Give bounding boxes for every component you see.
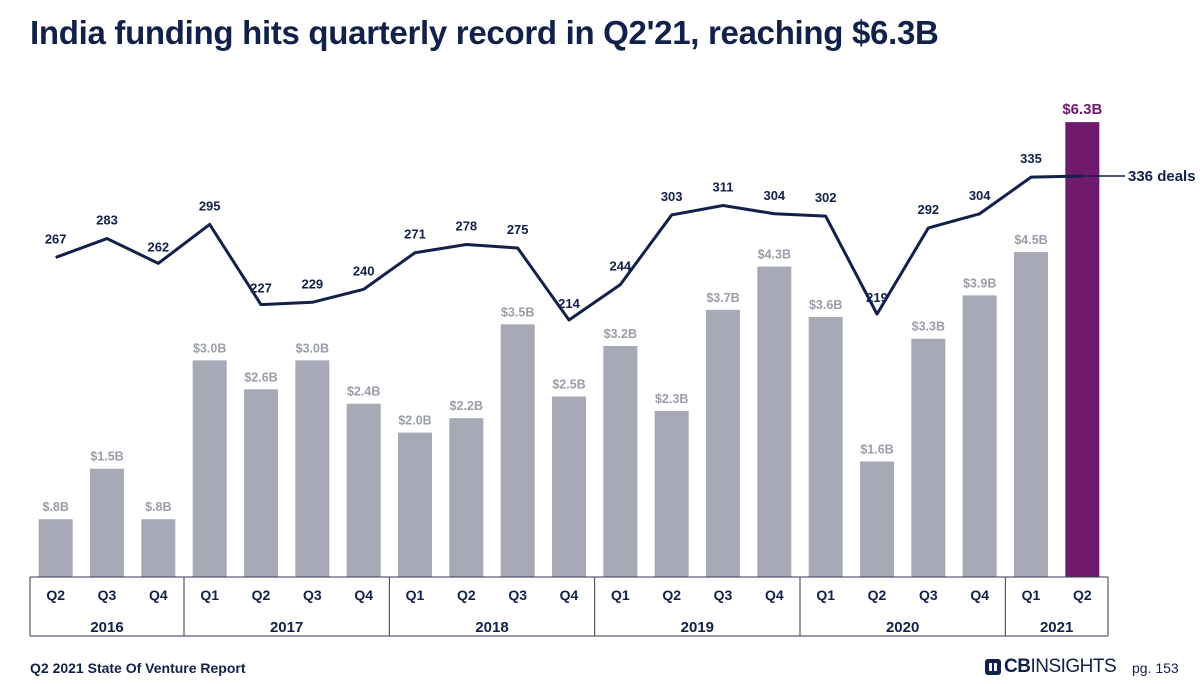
bar-value-label: $1.6B	[860, 442, 893, 456]
quarter-tick-label: Q2	[1073, 587, 1092, 603]
bar-value-label: $3.5B	[501, 305, 534, 319]
report-name: Q2 2021 State Of Venture Report	[30, 660, 246, 676]
bar	[603, 345, 638, 577]
bar-value-label: $4.5B	[1014, 233, 1047, 247]
bar	[192, 360, 227, 577]
deals-value-label: 267	[45, 231, 67, 246]
bar	[449, 418, 484, 577]
deals-value-label: 214	[558, 296, 580, 311]
bar-value-label: $2.5B	[552, 378, 585, 392]
quarter-tick-label: Q4	[970, 587, 989, 603]
deals-value-label: 229	[301, 276, 323, 291]
quarter-tick-label: Q4	[560, 587, 579, 603]
deals-value-label: 275	[507, 222, 529, 237]
bar-value-label: $3.9B	[963, 276, 996, 290]
bar	[962, 295, 997, 577]
bar	[706, 309, 740, 577]
quarter-tick-label: Q4	[354, 587, 373, 603]
year-label: 2016	[90, 619, 123, 636]
bar-value-label: $3.2B	[604, 327, 637, 341]
bar-value-label: $2.4B	[347, 385, 380, 399]
bar	[654, 410, 689, 577]
bar	[911, 338, 946, 577]
bar-value-label: $2.3B	[655, 392, 688, 406]
deals-value-label: 227	[250, 281, 272, 296]
bar-value-label: $.8B	[42, 500, 68, 514]
quarter-tick-label: Q3	[98, 587, 117, 603]
deals-value-label: 295	[199, 198, 221, 213]
deals-value-label: 271	[404, 227, 426, 242]
bar-value-label: $3.0B	[193, 341, 226, 355]
year-label: 2020	[886, 619, 919, 636]
cbinsights-logo-icon	[985, 659, 1001, 675]
quarter-tick-label: Q3	[714, 587, 733, 603]
chart-title: India funding hits quarterly record in Q…	[30, 14, 939, 51]
bar	[808, 317, 843, 577]
deals-value-label: 219	[866, 290, 888, 305]
quarter-tick-label: Q3	[303, 587, 322, 603]
bar	[141, 519, 176, 577]
bar	[500, 324, 535, 577]
quarter-tick-label: Q2	[868, 587, 887, 603]
deals-value-label: 335	[1020, 151, 1042, 166]
quarter-tick-label: Q1	[406, 587, 425, 603]
bar	[90, 468, 124, 577]
year-label: 2017	[270, 619, 303, 636]
quarter-tick-label: Q1	[611, 587, 630, 603]
deals-value-label: 311	[713, 180, 734, 195]
quarter-tick-label: Q2	[252, 587, 271, 603]
bar	[346, 403, 381, 577]
quarter-tick-label: Q1	[816, 587, 835, 603]
deals-value-label: 244	[609, 259, 631, 274]
quarter-tick-label: Q1	[200, 587, 219, 603]
bar-value-label: $3.0B	[296, 341, 329, 355]
bar-value-label: $6.3B	[1062, 101, 1102, 118]
cbinsights-logo: CBINSIGHTS	[985, 656, 1117, 678]
deals-value-label: 262	[147, 239, 169, 254]
deals-value-label: 292	[917, 202, 939, 217]
quarter-tick-label: Q3	[508, 587, 527, 603]
bar	[1065, 122, 1100, 577]
bar	[244, 389, 278, 577]
bar-value-label: $2.6B	[244, 370, 277, 384]
deals-value-label: 304	[763, 188, 785, 203]
year-label: 2019	[681, 619, 714, 636]
quarter-tick-label: Q2	[457, 587, 476, 603]
bar	[1014, 252, 1048, 577]
quarter-tick-label: Q1	[1022, 587, 1041, 603]
bar	[295, 360, 330, 577]
quarter-tick-label: Q3	[919, 587, 938, 603]
deals-value-label: 278	[455, 218, 477, 233]
bar	[860, 461, 894, 577]
bar-value-label: $3.7B	[706, 291, 739, 305]
deals-value-label: 304	[969, 188, 991, 203]
bar	[757, 266, 792, 577]
bar-value-label: $3.3B	[912, 320, 945, 334]
bar-value-label: $2.2B	[450, 399, 483, 413]
bar	[398, 432, 432, 577]
deals-line	[55, 174, 1083, 322]
year-label: 2021	[1040, 619, 1073, 636]
cbinsights-logo-text: CBINSIGHTS	[1004, 656, 1117, 677]
bar-value-label: $4.3B	[758, 248, 791, 262]
quarter-tick-label: Q4	[149, 587, 168, 603]
deals-value-label: 302	[815, 190, 837, 205]
bar-value-label: $3.6B	[809, 298, 842, 312]
bar-value-label: $.8B	[145, 500, 171, 514]
year-label: 2018	[475, 619, 508, 636]
deals-value-label: 303	[661, 189, 683, 204]
bar	[38, 519, 73, 577]
deals-value-label: 283	[96, 213, 118, 228]
quarter-tick-label: Q4	[765, 587, 784, 603]
deals-end-label: 336 deals	[1128, 168, 1196, 185]
bar-value-label: $2.0B	[398, 414, 431, 428]
quarter-tick-label: Q2	[662, 587, 681, 603]
quarter-tick-label: Q2	[46, 587, 65, 603]
deals-value-label: 240	[353, 263, 375, 278]
bar-value-label: $1.5B	[90, 450, 123, 464]
page-number: pg. 153	[1132, 660, 1179, 676]
bar	[552, 396, 586, 577]
